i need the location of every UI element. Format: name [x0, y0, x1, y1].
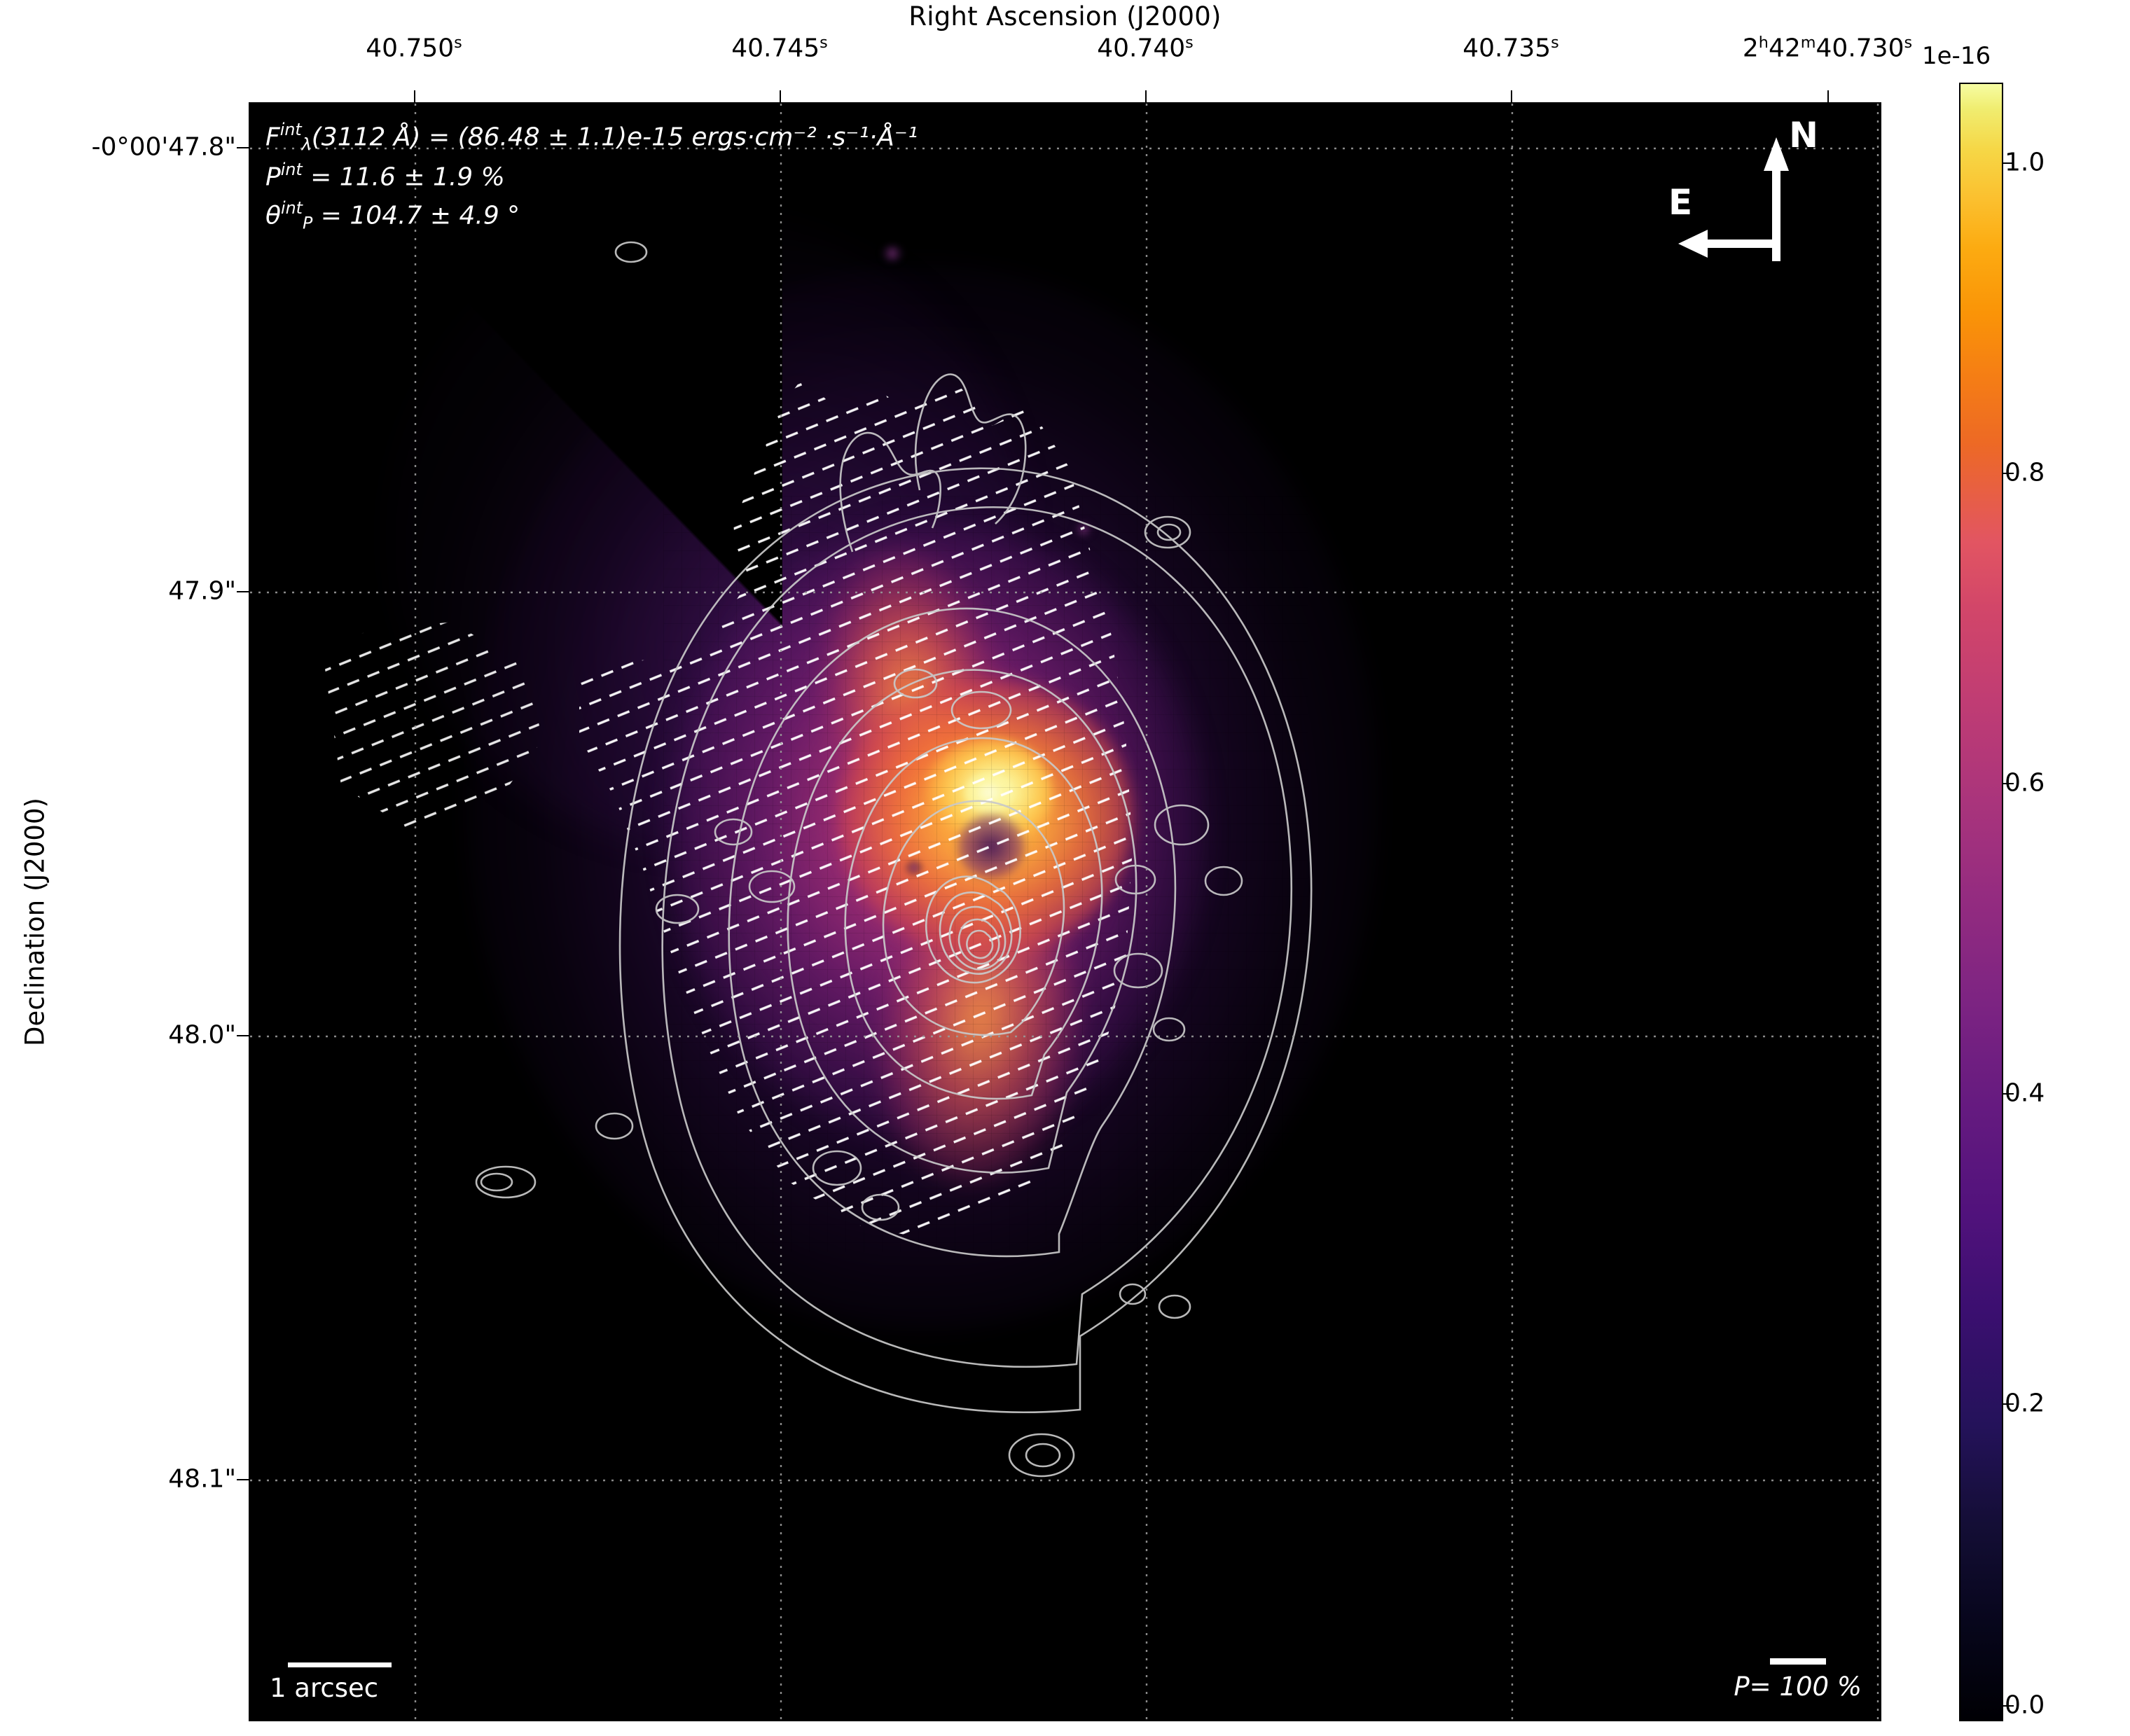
- x-tick-label: 40.735s: [1462, 34, 1559, 63]
- scale-bar: 1 arcsec: [270, 1662, 392, 1703]
- scale-bar-label: 1 arcsec: [270, 1673, 379, 1703]
- polarization-legend-label: P= 100 %: [1734, 1672, 1862, 1702]
- polarization-vectors: [579, 377, 1133, 1238]
- y-tick-mark: [237, 591, 249, 592]
- x-tick-mark: [780, 90, 781, 102]
- y-axis-title: Declination (J2000): [20, 798, 50, 1046]
- y-tick-label: 48.0": [168, 1020, 236, 1050]
- x-axis-title: Right Ascension (J2000): [908, 1, 1222, 32]
- polarization-vectors-nw: [319, 622, 543, 832]
- colorbar-gradient: [1960, 84, 2002, 1720]
- colorbar-tick-mark: [2003, 473, 2014, 474]
- colorbar-tick-mark: [2003, 1705, 2014, 1707]
- intensity-contours: [475, 241, 1313, 1478]
- scale-bar-line: [288, 1662, 392, 1667]
- coordinate-grid: [250, 104, 1880, 1720]
- x-tick-label: 40.745s: [731, 34, 828, 63]
- x-tick-mark: [1145, 90, 1147, 102]
- colorbar-tick-mark: [2003, 1093, 2014, 1095]
- overlay-layer: [250, 104, 1880, 1720]
- y-tick-mark: [237, 1479, 249, 1480]
- compass-east-label: E: [1668, 182, 1693, 223]
- flux-annotation: Fintλ(3112 Å) = (86.48 ± 1.1)e-15 ergs·c…: [265, 120, 918, 155]
- compass-rose: N E: [1668, 115, 1832, 279]
- colorbar-tick-mark: [2003, 162, 2014, 164]
- x-tick-mark: [1827, 90, 1829, 102]
- colorbar-tick-mark: [2003, 783, 2014, 784]
- polarization-annotation: Pint = 11.6 ± 1.9 %: [265, 159, 505, 192]
- polarization-legend: P= 100 %: [1734, 1658, 1862, 1702]
- compass-north-label: N: [1789, 115, 1818, 155]
- y-tick-label: 47.9": [168, 576, 236, 606]
- x-tick-mark: [414, 90, 415, 102]
- polarization-legend-bar: [1769, 1658, 1826, 1665]
- y-tick-mark: [237, 1035, 249, 1036]
- colorbar-exponent: 1e-16: [1922, 42, 1991, 70]
- y-tick-label: -0°00'47.8": [91, 132, 236, 162]
- sky-image-panel[interactable]: Fintλ(3112 Å) = (86.48 ± 1.1)e-15 ergs·c…: [249, 102, 1881, 1721]
- field-source: [880, 244, 904, 263]
- x-tick-label: 2h42m40.730s: [1742, 34, 1913, 63]
- colorbar[interactable]: [1959, 83, 2003, 1721]
- colorbar-tick-mark: [2003, 1403, 2014, 1405]
- x-tick-mark: [1511, 90, 1512, 102]
- x-tick-label: 40.750s: [366, 34, 462, 63]
- integrated-stats-annotation: Fintλ(3112 Å) = (86.48 ± 1.1)e-15 ergs·c…: [265, 119, 918, 237]
- image-canvas: Fintλ(3112 Å) = (86.48 ± 1.1)e-15 ergs·c…: [250, 104, 1880, 1720]
- y-tick-label: 48.1": [168, 1464, 236, 1494]
- polarization-angle-annotation: θintP = 104.7 ± 4.9 °: [265, 197, 520, 232]
- compass-arrows-icon: [1678, 137, 1789, 261]
- y-tick-mark: [237, 147, 249, 148]
- x-tick-label: 40.740s: [1097, 34, 1194, 63]
